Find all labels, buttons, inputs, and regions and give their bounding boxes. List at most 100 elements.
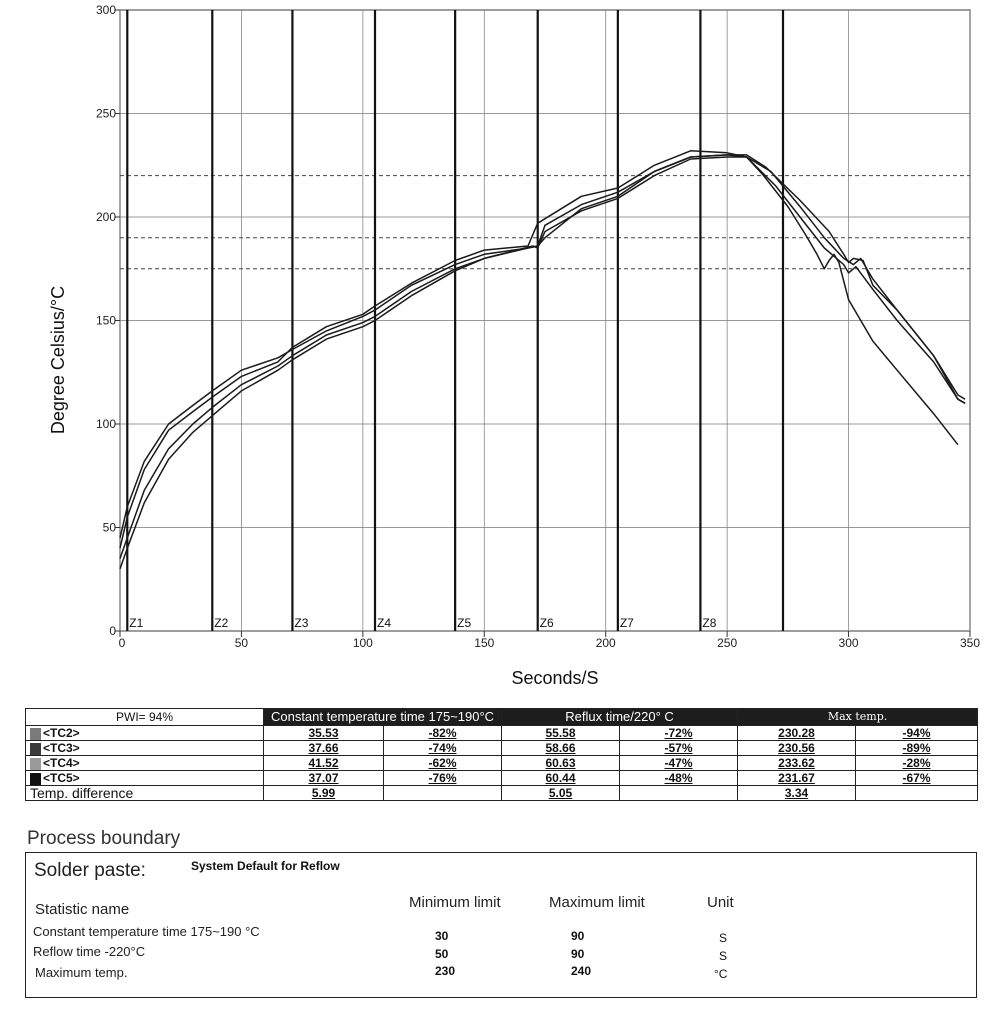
table-cell: 3.34	[737, 785, 857, 801]
table-cell: 55.58	[501, 725, 621, 741]
series-line-tc3	[119, 154, 966, 559]
x-tick-label: 200	[596, 636, 616, 650]
y-tick-label: 200	[96, 210, 116, 224]
statistic-name: Reflow time -220°C	[33, 944, 146, 959]
y-tick-label: 50	[103, 521, 117, 535]
y-tick-label: 300	[96, 3, 116, 17]
zone-label: Z8	[702, 616, 716, 630]
y-tick-label: 250	[96, 107, 116, 121]
table-cell: -72%	[619, 725, 739, 741]
unit-header: Unit	[707, 894, 734, 911]
table-cell: -74%	[382, 740, 503, 756]
unit-value: S	[719, 949, 728, 963]
x-tick-label: 100	[353, 636, 373, 650]
unit-value: S	[719, 931, 728, 945]
tc3-swatch	[30, 742, 41, 755]
reflow-profile-chart: Z1 Z2 Z3 Z4 Z5 Z6 Z7 Z8 0 50 100 150 200 250 300 0 50 10…	[48, 3, 980, 688]
statistics-table: PWI= 94% Constant temperature time 175~1…	[25, 708, 979, 801]
table-cell: 233.62	[737, 755, 857, 771]
maximum-limit-value: 90	[571, 929, 585, 943]
tc5-swatch	[30, 772, 41, 785]
temp-difference-row: Temp. difference 5.99 5.05 3.34	[25, 785, 979, 801]
table-cell: -82%	[382, 725, 503, 741]
table-cell: -76%	[382, 770, 503, 786]
x-axis-label: Seconds/S	[511, 668, 598, 688]
row-label: <TC4>	[25, 755, 264, 771]
x-tick-label: 0	[119, 636, 126, 650]
solder-paste-value: System Default for Reflow	[191, 859, 340, 873]
zone-label: Z7	[620, 616, 634, 630]
pwi-header: PWI= 94%	[25, 708, 264, 726]
table-cell: -62%	[382, 755, 503, 771]
minimum-limit-value: 50	[435, 947, 449, 961]
series-line-tc2	[119, 156, 966, 570]
x-tick-label: 300	[839, 636, 859, 650]
series-line-tc4	[119, 150, 959, 549]
x-tick-label: 150	[474, 636, 494, 650]
table-cell: 231.67	[737, 770, 857, 786]
row-label: <TC2>	[25, 725, 264, 741]
x-tick-label: 250	[717, 636, 737, 650]
x-tick-label: 50	[235, 636, 249, 650]
constant-temp-header: Constant temperature time 175~190°C	[262, 708, 503, 726]
process-boundary-title: Process boundary	[27, 828, 181, 849]
statistic-name: Maximum temp.	[35, 965, 128, 980]
table-cell	[619, 785, 739, 801]
table-header-row: PWI= 94% Constant temperature time 175~1…	[25, 708, 979, 726]
minimum-limit-header: Minimum limit	[409, 894, 501, 911]
maximum-limit-value: 240	[571, 964, 592, 978]
solder-paste-label: Solder paste:	[34, 860, 146, 881]
table-cell	[382, 785, 503, 801]
row-label: <TC3>	[25, 740, 264, 756]
table-cell: -67%	[855, 770, 979, 786]
table-cell: 5.05	[501, 785, 621, 801]
table-cell: 60.44	[501, 770, 621, 786]
series-line-tc5	[119, 154, 966, 539]
x-tick-label: 350	[960, 636, 980, 650]
zone-label: Z6	[540, 616, 554, 630]
zone-label: Z5	[457, 616, 471, 630]
table-cell: -89%	[855, 740, 979, 756]
table-cell: 60.63	[501, 755, 621, 771]
table-cell: 37.07	[263, 770, 384, 786]
y-tick-label: 150	[96, 314, 116, 328]
table-cell: -48%	[619, 770, 739, 786]
reflux-time-header: Reflux time/220° C	[501, 708, 739, 726]
table-row: <TC5> 37.07 -76% 60.44 -48% 231.67 -67%	[25, 770, 979, 786]
temp-difference-label: Temp. difference	[25, 785, 264, 801]
unit-value: °C	[714, 967, 728, 981]
table-row: <TC2> 35.53 -82% 55.58 -72% 230.28 -94%	[25, 725, 979, 741]
table-cell: 5.99	[263, 785, 384, 801]
y-tick-label: 100	[96, 417, 116, 431]
table-cell: 58.66	[501, 740, 621, 756]
maximum-limit-header: Maximum limit	[549, 894, 645, 911]
statistic-name: Constant temperature time 175~190 °C	[33, 924, 260, 939]
tc2-swatch	[30, 727, 41, 740]
table-cell: -57%	[619, 740, 739, 756]
table-cell: 37.66	[263, 740, 384, 756]
minimum-limit-value: 30	[435, 929, 449, 943]
process-boundary-box: Solder paste: System Default for Reflow …	[25, 852, 977, 998]
maximum-limit-value: 90	[571, 947, 585, 961]
max-temp-header: Max temp.	[737, 708, 979, 726]
table-cell: -47%	[619, 755, 739, 771]
tc4-swatch	[30, 757, 41, 770]
y-axis-label: Degree Celsius/°C	[48, 286, 68, 434]
table-row: <TC4> 41.52 -62% 60.63 -47% 233.62 -28%	[25, 755, 979, 771]
zone-label: Z2	[214, 616, 228, 630]
zone-label: Z3	[294, 616, 308, 630]
table-cell	[855, 785, 979, 801]
zone-label: Z1	[129, 616, 143, 630]
table-cell: 35.53	[263, 725, 384, 741]
table-cell: 230.28	[737, 725, 857, 741]
zone-label: Z4	[377, 616, 391, 630]
row-label: <TC5>	[25, 770, 264, 786]
statistic-name-header: Statistic name	[35, 901, 130, 918]
table-cell: 230.56	[737, 740, 857, 756]
table-cell: 41.52	[263, 755, 384, 771]
minimum-limit-value: 230	[435, 964, 456, 978]
table-cell: -28%	[855, 755, 979, 771]
y-tick-label: 0	[109, 624, 116, 638]
table-cell: -94%	[855, 725, 979, 741]
table-row: <TC3> 37.66 -74% 58.66 -57% 230.56 -89%	[25, 740, 979, 756]
